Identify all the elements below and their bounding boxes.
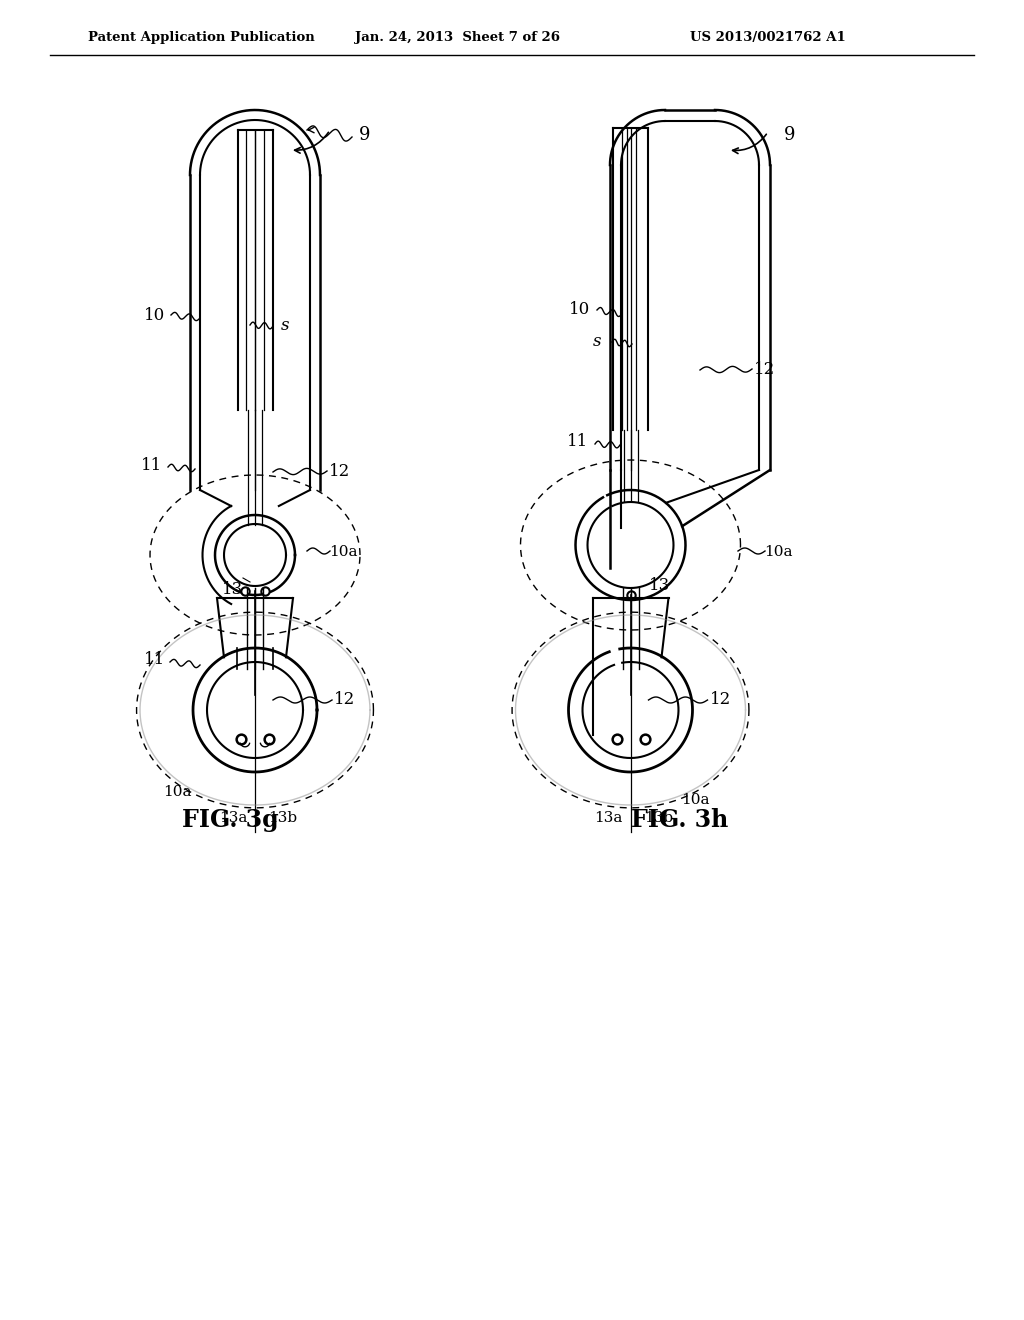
Text: 13: 13 [649,577,671,594]
Text: 9: 9 [784,125,796,144]
Text: s: s [593,334,601,351]
Text: 10a: 10a [764,545,793,558]
Text: US 2013/0021762 A1: US 2013/0021762 A1 [690,30,846,44]
Text: 11: 11 [141,457,163,474]
Text: 13b: 13b [268,810,298,825]
Text: 10a: 10a [681,793,710,807]
Text: 10: 10 [144,306,166,323]
Text: 13a: 13a [219,810,247,825]
Text: 9: 9 [359,125,371,144]
Text: 12: 12 [330,463,350,480]
Text: FIG. 3g: FIG. 3g [181,808,279,832]
Text: 13a: 13a [594,810,623,825]
Text: 11: 11 [567,433,589,450]
Text: FIG. 3h: FIG. 3h [632,808,729,832]
Text: 11: 11 [144,652,166,668]
Text: s: s [281,317,289,334]
Text: Jan. 24, 2013  Sheet 7 of 26: Jan. 24, 2013 Sheet 7 of 26 [355,30,560,44]
Text: 10: 10 [569,301,591,318]
Text: 12: 12 [335,692,355,709]
Text: Patent Application Publication: Patent Application Publication [88,30,314,44]
Text: 12: 12 [755,362,775,379]
Text: 10a: 10a [163,785,191,799]
Text: 12: 12 [710,692,731,709]
Text: 13b: 13b [644,810,673,825]
Text: 10a: 10a [329,545,357,558]
Text: 13: 13 [222,582,244,598]
